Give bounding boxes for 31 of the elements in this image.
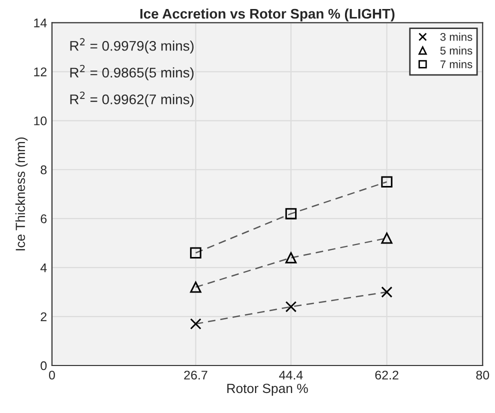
y-tick-label: 14 bbox=[34, 18, 47, 28]
point bbox=[285, 301, 297, 312]
legend-label: 7 mins bbox=[440, 60, 472, 68]
point bbox=[381, 232, 392, 244]
x-tick-label: 62.2 bbox=[375, 370, 398, 380]
chart-title: Ice Accretion vs Rotor Span % (LIGHT) bbox=[140, 8, 394, 22]
y-tick-label: 0 bbox=[40, 361, 47, 370]
legend-label: 3 mins bbox=[440, 32, 472, 41]
y-axis-title: Ice Thickness (mm) bbox=[15, 137, 28, 250]
point bbox=[381, 176, 392, 188]
annotation: R$^{2}$ = 0.9979(3 mins) bbox=[70, 38, 194, 54]
x-axis-title: Rotor Span % bbox=[227, 384, 308, 396]
point bbox=[190, 318, 202, 330]
point bbox=[285, 208, 297, 220]
point bbox=[190, 247, 202, 258]
x-tick-label: 0 bbox=[48, 370, 55, 380]
x-tick-label: 44.4 bbox=[279, 370, 303, 380]
annotation: R$^{2}$ = 0.9865(5 mins) bbox=[70, 64, 194, 80]
point bbox=[190, 282, 202, 293]
point bbox=[381, 286, 392, 298]
y-tick-label: 2 bbox=[40, 312, 46, 322]
legend-label: 5 mins bbox=[440, 46, 472, 55]
x-tick-label: 26.7 bbox=[184, 370, 208, 380]
y-tick-label: 12 bbox=[34, 67, 46, 76]
y-tick-label: 8 bbox=[40, 165, 47, 174]
point bbox=[285, 252, 297, 264]
x-tick-label: 80 bbox=[476, 370, 490, 380]
y-tick-label: 6 bbox=[40, 214, 47, 224]
y-tick-label: 4 bbox=[40, 263, 47, 272]
y-tick-label: 10 bbox=[34, 116, 47, 126]
annotation: R$^{2}$ = 0.9962(7 mins) bbox=[70, 92, 194, 108]
